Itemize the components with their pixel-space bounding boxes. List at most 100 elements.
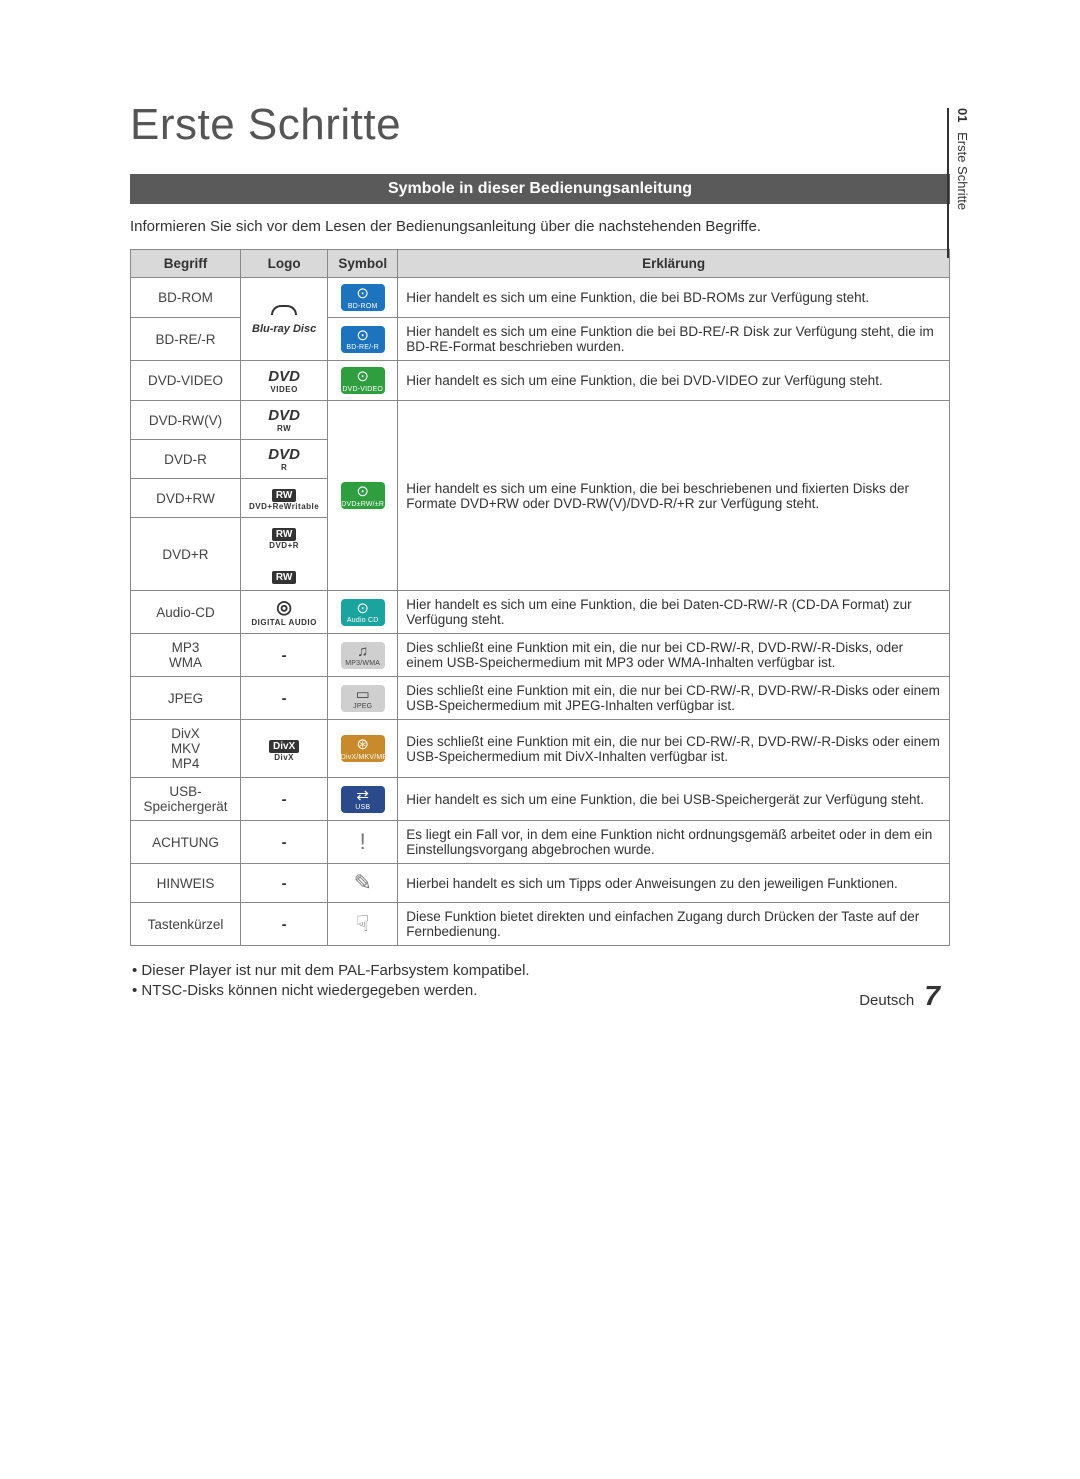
cell-logo: RW DVD+ReWritable <box>241 479 328 518</box>
col-erklaerung: Erklärung <box>398 250 950 278</box>
cell-begriff: DVD+RW <box>131 479 241 518</box>
cell-logo: ◎ DIGITAL AUDIO <box>241 591 328 634</box>
table-row: BD-ROM Blu-ray Disc ⊙ BD-ROM Hier handel… <box>131 278 950 318</box>
table-row: DVD-VIDEO DVD VIDEO ⊙ DVD-VIDEO Hier han… <box>131 361 950 401</box>
cell-symbol: ⊙ Audio CD <box>328 591 398 634</box>
cell-erkl: Hier handelt es sich um eine Funktion di… <box>398 318 950 361</box>
cell-begriff: DivX MKV MP4 <box>131 720 241 778</box>
cell-begriff: BD-ROM <box>131 278 241 318</box>
cell-logo: - <box>241 821 328 864</box>
cell-logo: DVD RW <box>241 401 328 440</box>
footer-page-number: 7 <box>924 980 940 1011</box>
cell-erkl: Hier handelt es sich um eine Funktion, d… <box>398 591 950 634</box>
page-footer: Deutsch 7 <box>859 980 940 1012</box>
cell-symbol: ✎ <box>328 864 398 903</box>
table-row: ACHTUNG - ! Es liegt ein Fall vor, in de… <box>131 821 950 864</box>
cell-begriff: MP3 WMA <box>131 634 241 677</box>
cell-symbol: ☟ <box>328 903 398 946</box>
divx-symbol-icon: ⊛ DivX/MKV/MP4 <box>341 735 385 762</box>
footnote-2: • NTSC-Disks können nicht wiedergegeben … <box>132 982 950 999</box>
table-row: MP3 WMA - ♫ MP3/WMA Dies schließt eine F… <box>131 634 950 677</box>
mp3-symbol-icon: ♫ MP3/WMA <box>341 642 385 669</box>
section-header: Symbole in dieser Bedienungsanleitung <box>130 174 950 204</box>
note-icon: ✎ <box>353 870 371 895</box>
table-row: DVD-RW(V) DVD RW ⊙ DVD±RW/±R Hier handel… <box>131 401 950 440</box>
table-row: Tastenkürzel - ☟ Diese Funktion bietet d… <box>131 903 950 946</box>
side-tab: 01 Erste Schritte <box>947 108 970 258</box>
cell-begriff: DVD-RW(V) <box>131 401 241 440</box>
cell-erkl: Es liegt ein Fall vor, in dem eine Funkt… <box>398 821 950 864</box>
cell-symbol: ⊙ DVD±RW/±R <box>328 401 398 591</box>
cell-symbol: ⊙ BD-RE/-R <box>328 318 398 361</box>
cell-logo-bluray: Blu-ray Disc <box>241 278 328 361</box>
cell-symbol: ⇄ USB <box>328 778 398 821</box>
bluray-logo-text: Blu-ray Disc <box>252 323 316 335</box>
intro-text: Informieren Sie sich vor dem Lesen der B… <box>130 218 950 235</box>
cell-begriff: Audio-CD <box>131 591 241 634</box>
cell-logo: - <box>241 778 328 821</box>
bluray-arc-icon <box>271 305 297 315</box>
cell-begriff: USB- Speichergerät <box>131 778 241 821</box>
caution-icon: ! <box>360 829 366 854</box>
cell-logo: - <box>241 903 328 946</box>
rw-badge-icon: RW <box>272 489 296 502</box>
dvdgroup-symbol-icon: ⊙ DVD±RW/±R <box>341 482 385 509</box>
cell-erkl: Dies schließt eine Funktion mit ein, die… <box>398 677 950 720</box>
jpeg-symbol-icon: ▭ JPEG <box>341 685 385 712</box>
cell-symbol: ▭ JPEG <box>328 677 398 720</box>
bdre-symbol-icon: ⊙ BD-RE/-R <box>341 326 385 353</box>
bdrom-symbol-icon: ⊙ BD-ROM <box>341 284 385 311</box>
cell-begriff: DVD-VIDEO <box>131 361 241 401</box>
cell-logo: DVD VIDEO <box>241 361 328 401</box>
audiocd-symbol-icon: ⊙ Audio CD <box>341 599 385 626</box>
col-begriff: Begriff <box>131 250 241 278</box>
divx-badge-icon: DivX <box>269 740 299 753</box>
page-title: Erste Schritte <box>130 100 950 150</box>
footnote-1: • Dieser Player ist nur mit dem PAL-Farb… <box>132 962 950 979</box>
cell-begriff: DVD-R <box>131 440 241 479</box>
cell-begriff: DVD+R <box>131 518 241 591</box>
rw-badge-icon: RW <box>272 571 296 584</box>
cell-erkl: Hier handelt es sich um eine Funktion, d… <box>398 778 950 821</box>
cell-logo: DivX DivX <box>241 720 328 778</box>
cell-erkl: Hier handelt es sich um eine Funktion, d… <box>398 401 950 591</box>
cell-begriff: JPEG <box>131 677 241 720</box>
col-symbol: Symbol <box>328 250 398 278</box>
cell-erkl: Hierbei handelt es sich um Tipps oder An… <box>398 864 950 903</box>
dvdvideo-symbol-icon: ⊙ DVD-VIDEO <box>341 367 385 394</box>
cell-symbol: ⊙ DVD-VIDEO <box>328 361 398 401</box>
table-row: Audio-CD ◎ DIGITAL AUDIO ⊙ Audio CD Hier… <box>131 591 950 634</box>
footnotes: • Dieser Player ist nur mit dem PAL-Farb… <box>130 962 950 999</box>
cell-begriff: BD-RE/-R <box>131 318 241 361</box>
col-logo: Logo <box>241 250 328 278</box>
table-row: JPEG - ▭ JPEG Dies schließt eine Funktio… <box>131 677 950 720</box>
cell-symbol: ⊙ BD-ROM <box>328 278 398 318</box>
cell-logo: DVD R <box>241 440 328 479</box>
table-row: USB- Speichergerät - ⇄ USB Hier handelt … <box>131 778 950 821</box>
cell-logo: - <box>241 634 328 677</box>
cell-logo: RW DVD+R RW <box>241 518 328 591</box>
cell-logo: - <box>241 864 328 903</box>
chapter-title: Erste Schritte <box>955 132 970 210</box>
cell-logo: - <box>241 677 328 720</box>
cell-begriff: Tastenkürzel <box>131 903 241 946</box>
cell-erkl: Dies schließt eine Funktion mit ein, die… <box>398 634 950 677</box>
cell-begriff: ACHTUNG <box>131 821 241 864</box>
cell-begriff: HINWEIS <box>131 864 241 903</box>
footer-language: Deutsch <box>859 992 914 1009</box>
usb-symbol-icon: ⇄ USB <box>341 786 385 813</box>
cell-erkl: Hier handelt es sich um eine Funktion, d… <box>398 361 950 401</box>
cell-erkl: Dies schließt eine Funktion mit ein, die… <box>398 720 950 778</box>
cell-erkl: Hier handelt es sich um eine Funktion, d… <box>398 278 950 318</box>
chapter-number: 01 <box>955 108 970 122</box>
table-header-row: Begriff Logo Symbol Erklärung <box>131 250 950 278</box>
table-row: HINWEIS - ✎ Hierbei handelt es sich um T… <box>131 864 950 903</box>
cell-erkl: Diese Funktion bietet direkten und einfa… <box>398 903 950 946</box>
shortcut-icon: ☟ <box>356 911 369 936</box>
symbols-table: Begriff Logo Symbol Erklärung BD-ROM Blu… <box>130 249 950 946</box>
cell-symbol: ⊛ DivX/MKV/MP4 <box>328 720 398 778</box>
table-row: DivX MKV MP4 DivX DivX ⊛ DivX/MKV/MP4 Di… <box>131 720 950 778</box>
rw-badge-icon: RW <box>272 528 296 541</box>
compact-disc-icon: ◎ <box>276 597 292 617</box>
cell-symbol: ! <box>328 821 398 864</box>
